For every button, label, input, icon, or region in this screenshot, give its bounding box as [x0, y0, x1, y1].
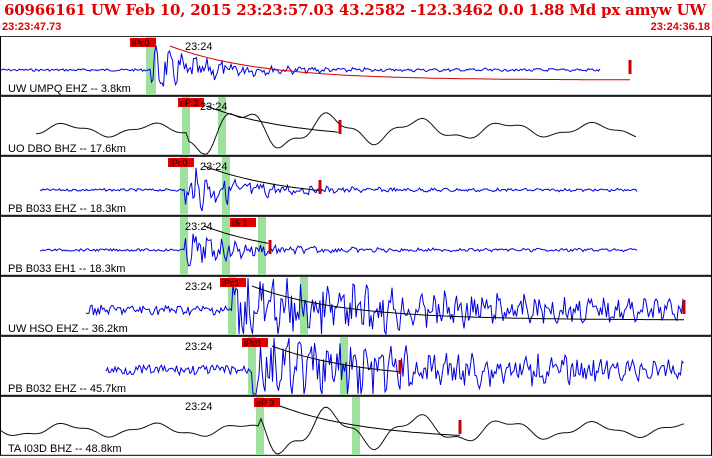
station-channel-label: PB B033 EH1 -- 18.3km — [8, 263, 125, 275]
phase-pick-label: iPd1 — [244, 338, 262, 348]
coda-fit-curve — [251, 285, 684, 321]
panel-frame — [0, 215, 712, 276]
station-channel-label: UO DBO BHZ -- 17.6km — [8, 143, 126, 155]
phase-pick-label: iPc0 — [170, 158, 188, 168]
station-channel-label: PB B032 EHZ -- 45.7km — [8, 383, 126, 395]
coda-fit-curve — [279, 405, 461, 436]
phase-pick-label: iPc1 — [222, 278, 240, 288]
phase-pick-label: iPc0 — [132, 38, 150, 48]
waveform-trace[interactable] — [0, 45, 601, 87]
coda-fit-curve — [203, 165, 321, 192]
phase-pick-label: eP 3 — [180, 98, 198, 108]
station-channel-label: UW UMPQ EHZ -- 3.8km — [8, 83, 131, 95]
pick-window-band — [248, 337, 256, 395]
time-tick-label: 23:24 — [185, 401, 213, 413]
phase-pick-flag[interactable] — [178, 98, 204, 107]
station-channel-label: TA I03D BHZ -- 48.8km — [8, 443, 122, 455]
waveform-trace[interactable] — [39, 167, 638, 212]
panel-frame — [0, 155, 712, 216]
coda-fit-curve — [271, 345, 401, 373]
phase-pick-label: eP 3 — [256, 398, 274, 408]
pick-window-band — [256, 397, 264, 455]
coda-fit-curve — [205, 105, 339, 133]
window-end-time: 23:24:36.18 — [650, 21, 710, 33]
waveform-trace[interactable] — [39, 233, 638, 267]
coda-fit-curve — [169, 45, 630, 81]
time-tick-label: 23:24 — [185, 41, 213, 53]
trace-panel[interactable]: eP 3 23:24 TA I03D BHZ -- 48.8km — [0, 395, 712, 456]
phase-pick-flag[interactable] — [230, 218, 256, 227]
event-title: 60966161 UW Feb 10, 2015 23:23:57.03 43.… — [4, 1, 712, 19]
station-channel-label: UW HSO EHZ -- 36.2km — [8, 323, 128, 335]
pick-window-band — [182, 97, 190, 155]
trace-panel[interactable]: eP 3 23:24 UO DBO BHZ -- 17.6km — [0, 95, 712, 156]
phase-pick-flag[interactable] — [168, 158, 194, 167]
waveform-trace[interactable] — [85, 277, 684, 336]
time-tick-label: 23:24 — [200, 101, 228, 113]
pick-window-band — [146, 37, 156, 95]
trace-panel[interactable]: iPc1 23:24 UW HSO EHZ -- 36.2km — [0, 275, 712, 336]
waveform-trace[interactable] — [0, 406, 685, 455]
waveform-trace[interactable] — [105, 337, 684, 395]
coda-fit-curve — [203, 225, 269, 244]
trace-panel[interactable]: iPc0 23:24 PB B033 EHZ -- 18.3km — [0, 155, 712, 216]
time-tick-label: 23:24 — [185, 341, 213, 353]
window-start-time: 23:23:47.73 — [2, 21, 62, 33]
pick-window-band — [222, 217, 230, 275]
phase-pick-flag[interactable] — [254, 398, 280, 407]
pick-window-band — [222, 157, 230, 215]
phase-pick-flag[interactable] — [220, 278, 246, 287]
trace-panel[interactable]: iS 1 23:24 PB B033 EH1 -- 18.3km — [0, 215, 712, 276]
waveform-trace[interactable] — [35, 112, 637, 155]
time-tick-label: 23:24 — [200, 161, 228, 173]
phase-pick-flag[interactable] — [242, 338, 268, 347]
station-channel-label: PB B033 EHZ -- 18.3km — [8, 203, 126, 215]
pick-window-band — [180, 157, 188, 215]
phase-pick-flag[interactable] — [130, 38, 156, 47]
pick-window-band — [352, 397, 360, 455]
time-tick-label: 23:24 — [185, 281, 213, 293]
pick-window-band — [340, 337, 348, 395]
event-header: 60966161 UW Feb 10, 2015 23:23:57.03 43.… — [0, 0, 712, 36]
trace-panel[interactable]: iPc0 23:24 UW UMPQ EHZ -- 3.8km — [0, 36, 712, 96]
panel-frame — [0, 95, 712, 156]
phase-pick-label: iS 1 — [232, 218, 248, 228]
pick-window-band — [218, 97, 226, 155]
pick-window-band — [258, 217, 266, 275]
time-tick-label: 23:24 — [185, 221, 213, 233]
trace-panel[interactable]: iPd1 23:24 PB B032 EHZ -- 45.7km — [0, 335, 712, 396]
panel-frame — [0, 36, 712, 96]
